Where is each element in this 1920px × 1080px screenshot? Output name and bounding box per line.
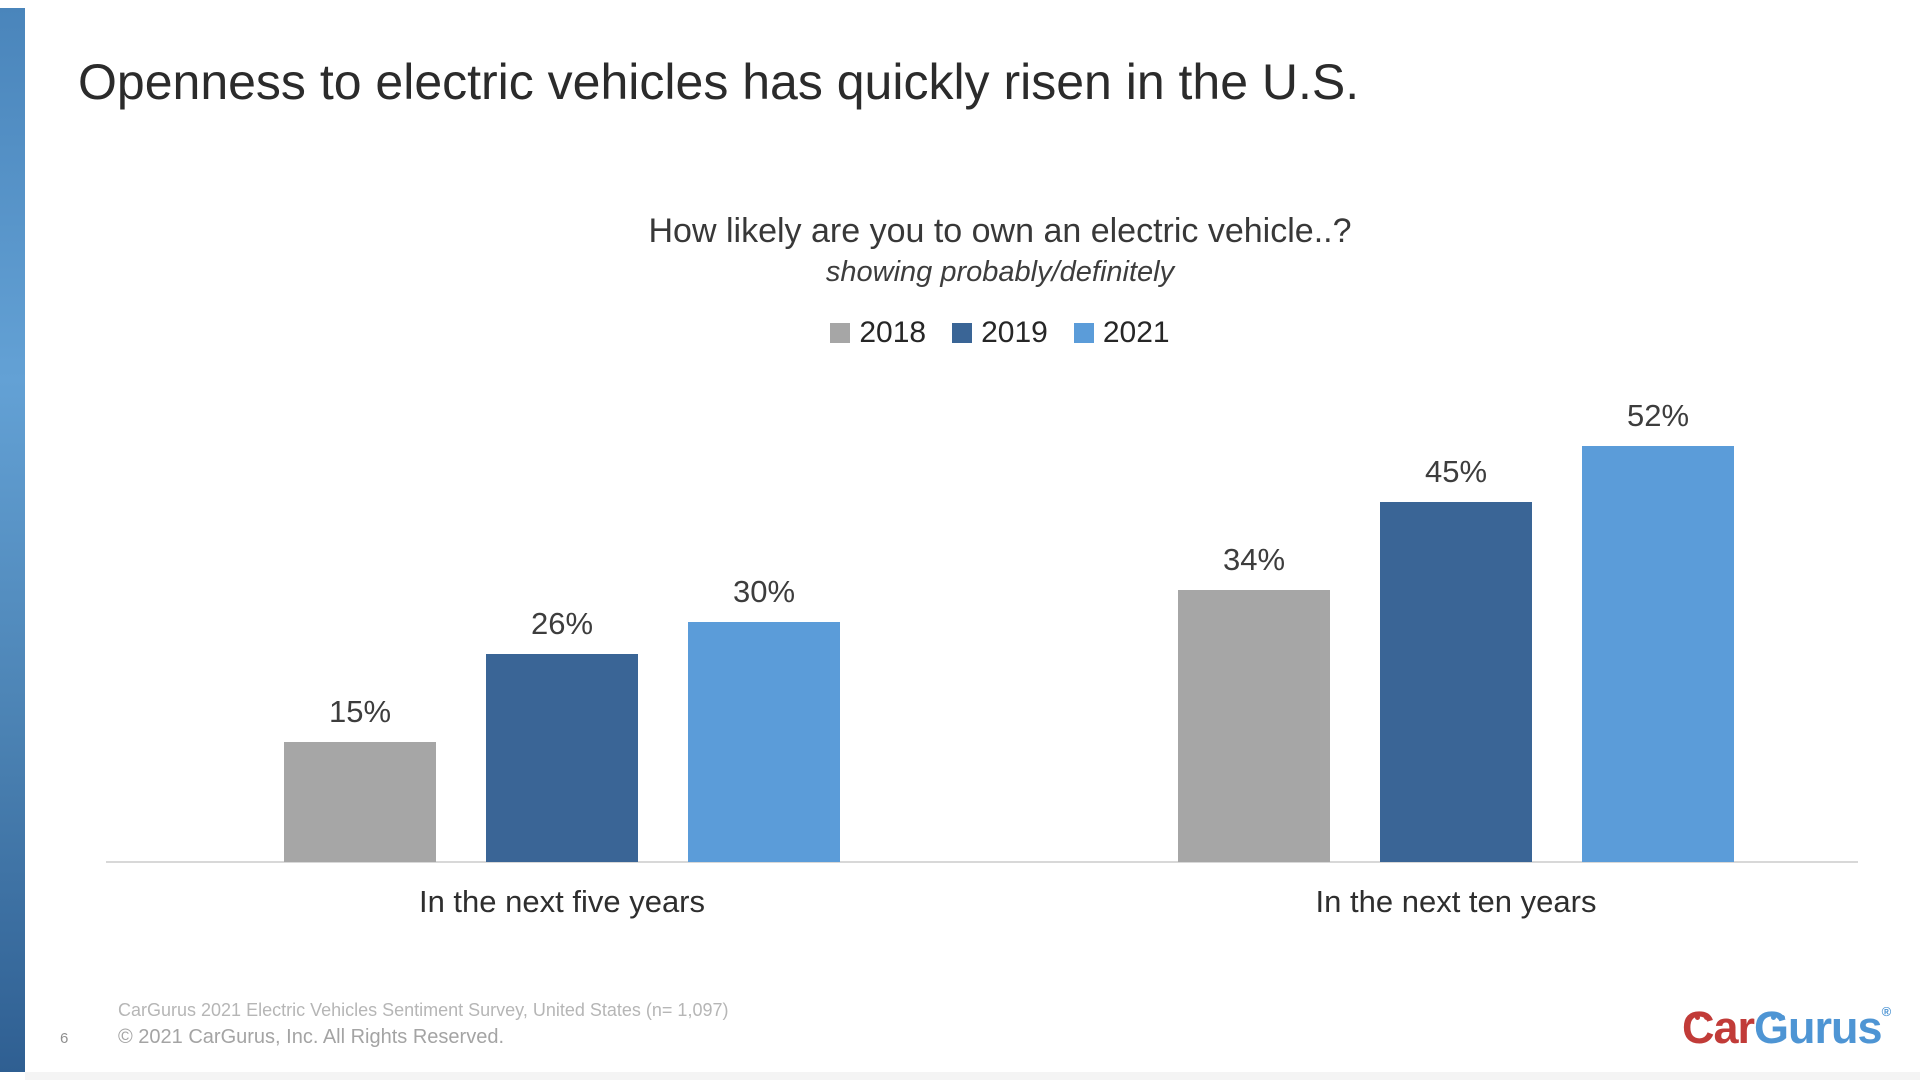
bar-group-next-ten-years: 34% 45% 52% <box>1178 398 1734 862</box>
logo-gurus-text: Gurus <box>1754 1002 1883 1053</box>
bar-value-label-2018-cat0: 15% <box>328 694 392 729</box>
category-label-next-ten-years: In the next ten years <box>1315 884 1597 919</box>
legend-swatch-2019 <box>952 323 973 343</box>
legend-item-2018: 2018 <box>830 316 926 350</box>
chart-subtitle: showing probably/definitely <box>825 256 1175 288</box>
bar-2021-cat1 <box>1582 446 1734 862</box>
footer-copyright-text: © 2021 CarGurus, Inc. All Rights Reserve… <box>118 1026 505 1048</box>
logo-car-text: Car <box>1682 1002 1755 1053</box>
chart-legend: 2018 2019 2021 <box>300 316 1700 350</box>
bar-value-label-2019-cat0: 26% <box>530 606 594 641</box>
logo-g-eye-icon <box>1771 1015 1776 1020</box>
bar-value-label-2019-cat1: 45% <box>1424 454 1488 489</box>
page-number: 6 <box>60 1030 69 1047</box>
bar-group-next-five-years: 15% 26% 30% <box>284 574 840 862</box>
bar-wrap-2018-cat1: 34% <box>1178 542 1330 862</box>
legend-label-2019: 2019 <box>981 316 1048 349</box>
cargurus-logo: CarGurus® <box>1682 1002 1892 1054</box>
bar-wrap-2021-cat1: 52% <box>1582 398 1734 862</box>
footer-source-text: CarGurus 2021 Electric Vehicles Sentimen… <box>118 1000 729 1020</box>
bottom-edge-band <box>25 1072 1920 1080</box>
legend-label-2021: 2021 <box>1102 316 1170 349</box>
bar-wrap-2019-cat0: 26% <box>486 606 638 862</box>
bar-wrap-2019-cat1: 45% <box>1380 454 1532 862</box>
bar-2021-cat0 <box>688 622 840 862</box>
bar-value-label-2021-cat1: 52% <box>1626 398 1690 433</box>
logo-g-eye-icon <box>1780 1015 1785 1020</box>
bar-wrap-2021-cat0: 30% <box>688 574 840 862</box>
bar-2019-cat1 <box>1380 502 1532 862</box>
legend-item-2021: 2021 <box>1073 316 1170 350</box>
bar-value-label-2018-cat1: 34% <box>1222 542 1286 577</box>
bar-2018-cat0 <box>284 742 436 862</box>
slide-title: Openness to electric vehicles has quickl… <box>78 54 1360 110</box>
bar-2019-cat0 <box>486 654 638 862</box>
legend-item-2019: 2019 <box>952 316 1048 350</box>
legend-swatch-2021 <box>1073 323 1094 343</box>
legend-swatch-2018 <box>830 323 851 343</box>
logo-c-eye-icon <box>1695 1015 1700 1020</box>
logo-c-eye-icon <box>1704 1015 1709 1020</box>
bar-2018-cat1 <box>1178 590 1330 862</box>
x-axis-line <box>106 861 1858 863</box>
registered-trademark-icon: ® <box>1881 1004 1892 1019</box>
legend-label-2018: 2018 <box>859 316 927 349</box>
bar-value-label-2021-cat0: 30% <box>732 574 796 609</box>
category-label-next-five-years: In the next five years <box>418 884 706 919</box>
bar-wrap-2018-cat0: 15% <box>284 694 436 862</box>
chart-title: How likely are you to own an electric ve… <box>648 212 1352 250</box>
left-accent-strip <box>0 8 25 1072</box>
